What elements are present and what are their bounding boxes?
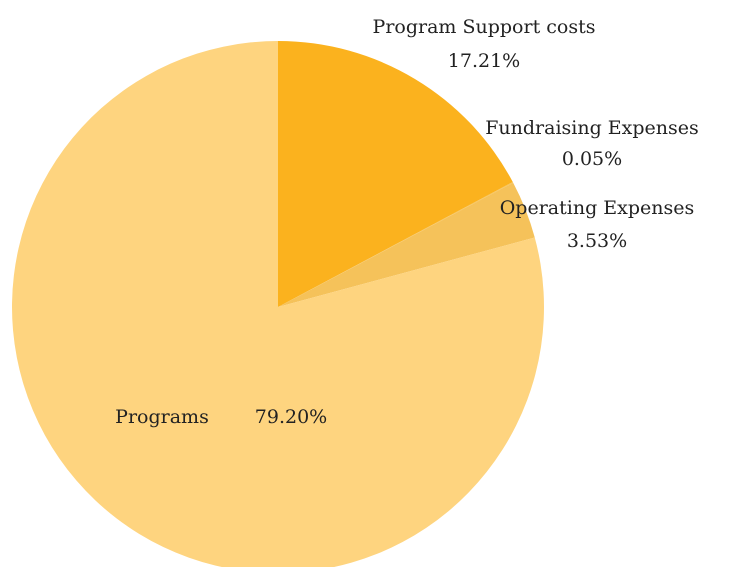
pie-slice <box>278 182 535 307</box>
pie-slice <box>278 41 513 307</box>
slice-value-label: 17.21% <box>448 50 520 72</box>
slice-label: Program Support costs <box>373 16 596 38</box>
slice-label: Fundraising Expenses <box>485 117 699 139</box>
slice-value-label: 3.53% <box>567 230 627 252</box>
slice-label: Operating Expenses <box>500 197 695 219</box>
pie-slice <box>278 181 514 307</box>
pie-slice <box>12 41 544 567</box>
slice-value-label: 0.05% <box>562 148 622 170</box>
slice-value-label: 79.20% <box>255 406 327 428</box>
slice-label: Programs <box>115 406 209 428</box>
